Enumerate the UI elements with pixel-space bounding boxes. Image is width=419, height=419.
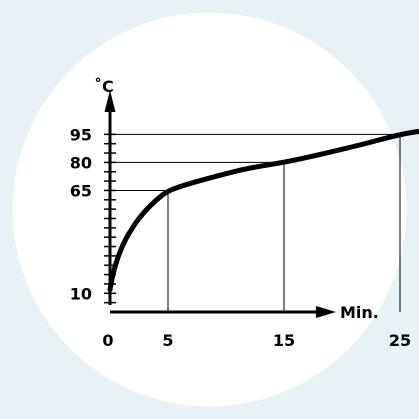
x-axis-label: Min. <box>340 303 379 322</box>
x-tick-label: 5 <box>162 331 173 350</box>
y-tick-label: 80 <box>70 153 92 172</box>
chart-backdrop-circle <box>12 12 407 407</box>
y-tick-label: 65 <box>70 181 92 200</box>
temperature-curve <box>107 128 419 293</box>
x-tick-label: 15 <box>273 331 295 350</box>
x-tick-label: 0 <box>102 331 113 350</box>
y-axis-arrow <box>104 90 116 112</box>
x-tick-label: 25 <box>389 331 411 350</box>
y-tick-label: 10 <box>70 284 92 303</box>
x-tick-labels: 0 5 15 25 <box>102 331 411 350</box>
y-axis-label: ˚C <box>94 77 114 96</box>
reference-lines <box>110 133 401 312</box>
y-tick-label: 95 <box>70 125 92 144</box>
x-axis-arrow <box>316 306 336 318</box>
y-tick-labels: 10 65 80 95 <box>70 125 92 303</box>
